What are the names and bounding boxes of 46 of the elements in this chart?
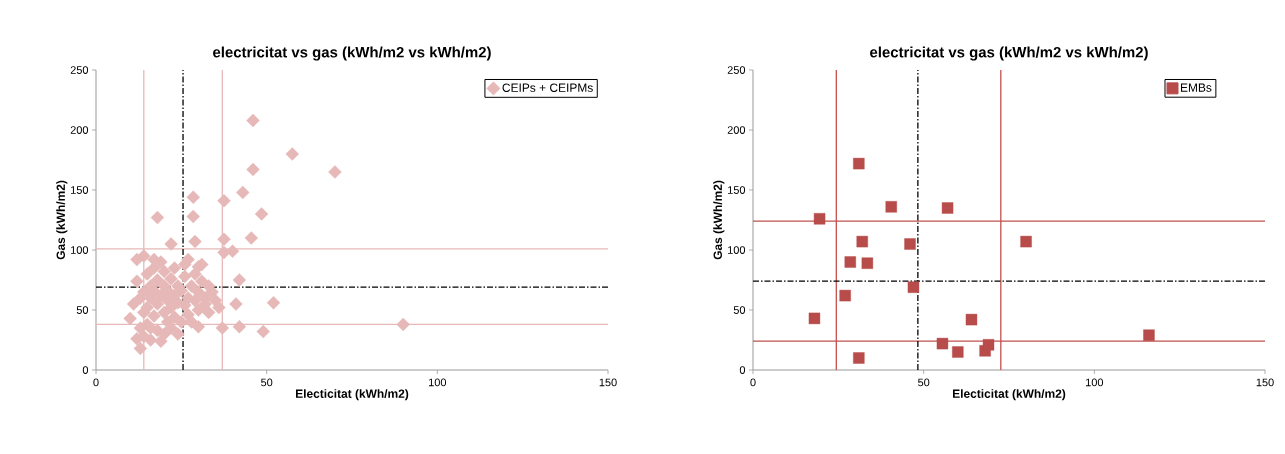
legend-label: EMBs: [1180, 83, 1212, 92]
y-tick-label: 50: [76, 306, 89, 314]
y-tick-label: 250: [70, 66, 89, 74]
y-tick-label: 150: [728, 186, 746, 194]
point: [808, 312, 821, 325]
x-tick-label: 100: [429, 378, 447, 387]
point: [861, 257, 874, 269]
point: [844, 256, 856, 268]
y-tick-label: 100: [71, 246, 89, 254]
y-axis-title: Gas (kWh/m2): [713, 180, 725, 260]
point: [853, 157, 865, 170]
x-tick-label: 0: [750, 378, 756, 387]
point: [904, 238, 916, 250]
y-tick-label: 200: [70, 126, 89, 134]
x-tick-label: 0: [93, 378, 99, 387]
x-tick-label: 150: [1256, 378, 1274, 387]
y-tick-label: 0: [739, 366, 746, 374]
point: [936, 337, 949, 350]
y-tick-label: 200: [727, 126, 746, 134]
x-tick-label: 150: [599, 378, 617, 387]
point: [982, 339, 995, 351]
y-tick-label: 250: [727, 66, 746, 74]
point: [813, 213, 826, 225]
point: [839, 289, 851, 302]
point: [1143, 329, 1155, 341]
x-tick-label: 50: [918, 378, 930, 387]
point: [941, 202, 954, 214]
y-axis-title: Gas (kWh/m2): [56, 180, 68, 260]
legend-label: CEIPs + CEIPMs: [502, 83, 593, 92]
y-tick-label: 150: [71, 186, 89, 194]
point: [907, 281, 920, 293]
point: [1020, 235, 1032, 248]
x-tick-label: 50: [261, 378, 273, 387]
chart-title: electricitat vs gas (kWh/m2 vs kWh/m2): [213, 46, 491, 61]
point: [885, 201, 897, 213]
chart-title: electricitat vs gas (kWh/m2 vs kWh/m2): [870, 46, 1148, 61]
x-axis-title: Electicitat (kWh/m2): [953, 389, 1066, 401]
point: [952, 346, 964, 358]
y-tick-label: 50: [733, 306, 746, 314]
point: [856, 235, 868, 248]
x-tick-label: 100: [1086, 378, 1104, 387]
y-tick-label: 0: [82, 366, 89, 374]
x-axis-title: Electicitat (kWh/m2): [296, 389, 409, 401]
point: [853, 352, 865, 364]
point: [965, 313, 978, 326]
y-tick-label: 100: [728, 246, 746, 254]
